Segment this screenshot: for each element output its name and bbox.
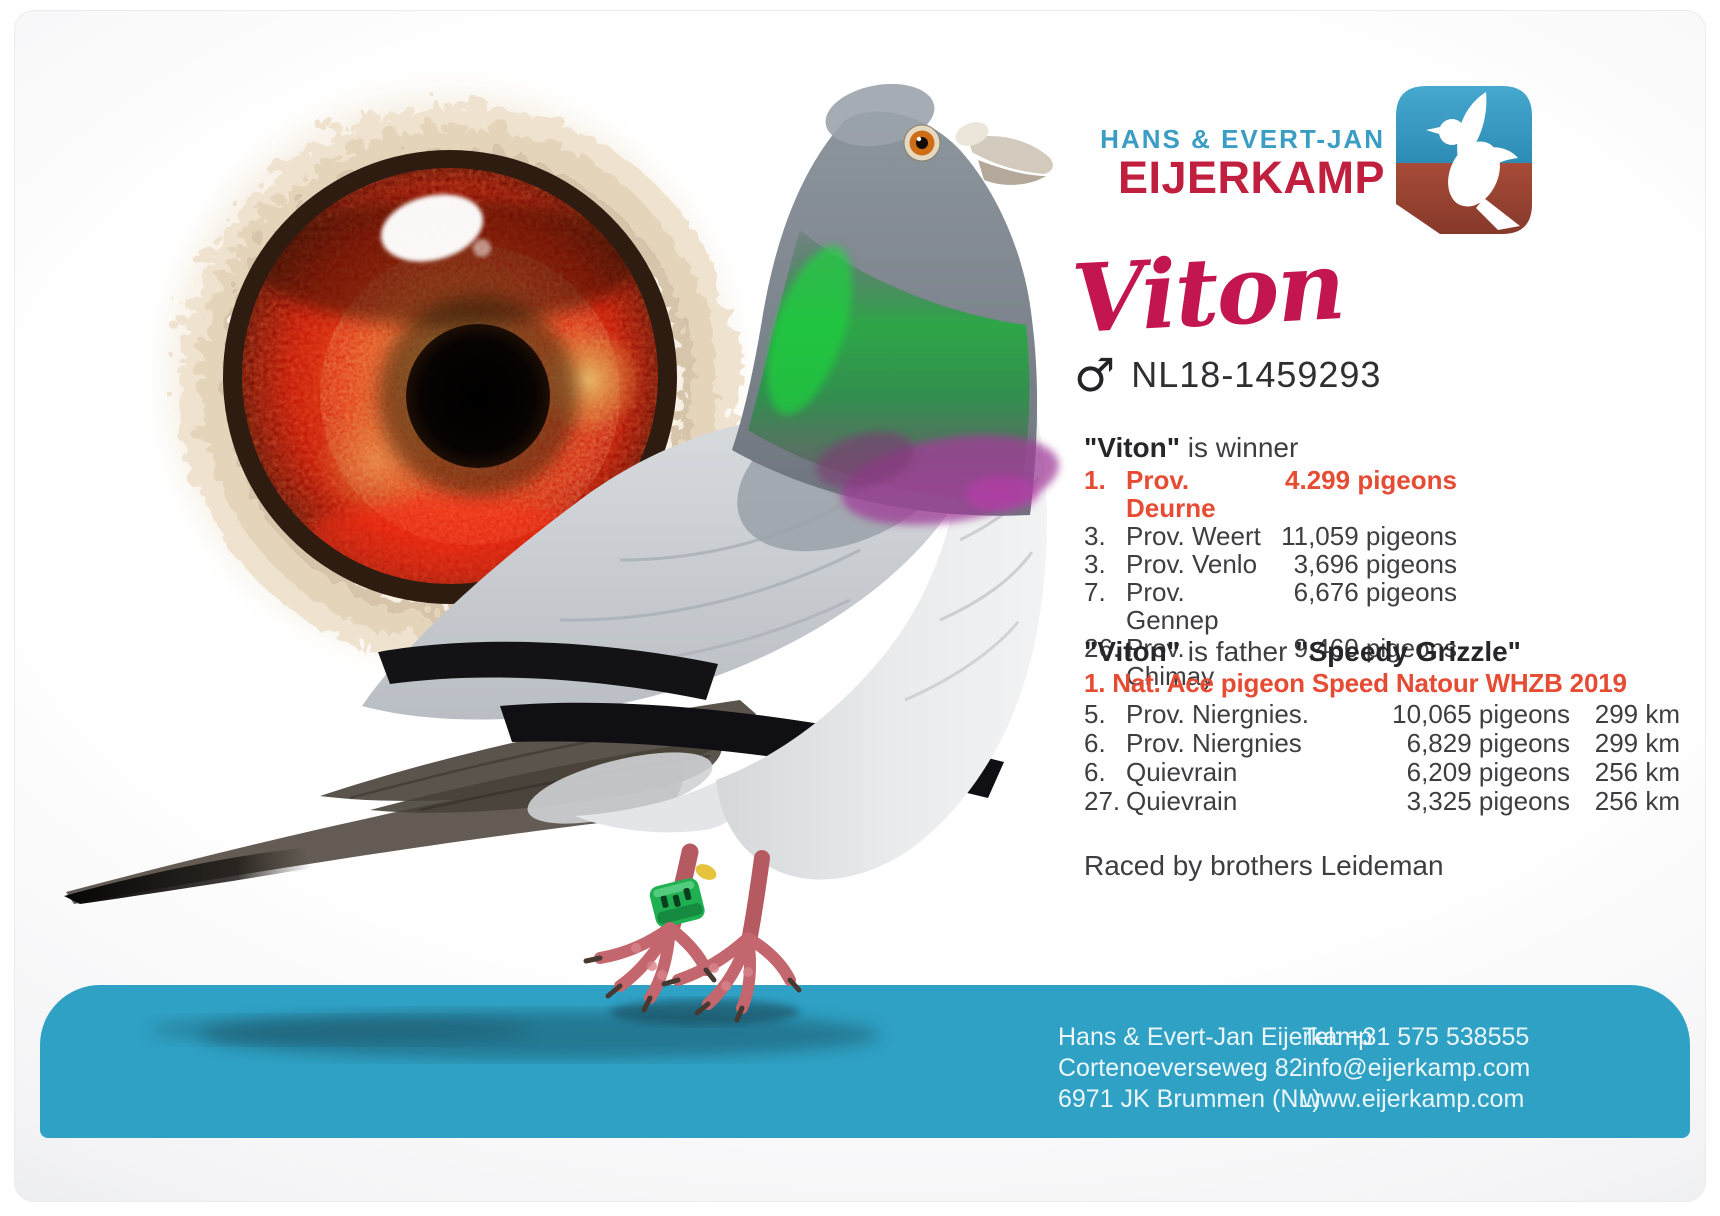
rank-cell: 27. [1084, 786, 1121, 816]
winner-heading-name: "Viton" [1084, 432, 1181, 463]
pigeons-cell: 4.299 pigeons [1285, 465, 1457, 495]
brand-name-line1: HANS & EVERT-JAN [1100, 124, 1385, 154]
raced-by-line: Raced by brothers Leideman [1084, 850, 1444, 881]
footer-email: info@eijerkamp.com [1302, 1054, 1531, 1082]
pigeons-cell: 6,676 pigeons [1293, 577, 1457, 607]
footer-band [40, 985, 1690, 1138]
race-cell: Prov. Deurne [1126, 465, 1216, 523]
footer-address-line: 6971 JK Brummen (NL) [1058, 1085, 1321, 1113]
race-cell: Prov. Chimay [1126, 633, 1215, 691]
rank-cell: 1. [1084, 465, 1106, 495]
distance-cell: 299 km [1594, 699, 1680, 729]
father-heading-name2: "Speedy Grizzle" [1295, 636, 1521, 667]
dove-icon [1426, 92, 1520, 230]
pigeons-cell: 3,696 pigeons [1293, 549, 1457, 579]
table-row: 7. Prov. Gennep 6,676 pigeons [1084, 578, 1457, 634]
brand-name-line2: EIJERKAMP [1117, 152, 1385, 204]
pigeons-cell: 6,829 pigeons [1406, 728, 1570, 758]
race-cell: Prov. Niergnies [1126, 728, 1302, 758]
footer-address-line: Hans & Evert-Jan Eijerkamp [1058, 1023, 1373, 1051]
winner-heading: "Viton" is winner [1084, 432, 1298, 464]
pigeons-cell: 6,209 pigeons [1406, 757, 1570, 787]
distance-cell: 256 km [1594, 757, 1680, 787]
winner-heading-rest: is winner [1180, 432, 1299, 463]
father-results-table: 5. Prov. Niergnies. 10,065 pigeons 299 k… [1084, 700, 1680, 816]
distance-cell: 256 km [1594, 786, 1680, 816]
footer-address-line: Cortenoeverseweg 82 [1058, 1054, 1303, 1082]
table-row: 3. Prov. Venlo 3,696 pigeons [1084, 550, 1457, 578]
pigeon-name-title: Viton [1069, 230, 1347, 356]
male-sex-icon: ♂ [1074, 348, 1116, 402]
footer-contact: Tel: +31 575 538555 info@eijerkamp.com w… [1302, 1022, 1530, 1115]
table-row: 27. Quievrain 3,325 pigeons 256 km [1084, 787, 1680, 816]
rank-cell: 7. [1084, 577, 1106, 607]
table-row: 5. Prov. Niergnies. 10,065 pigeons 299 k… [1084, 700, 1680, 729]
footer-address: Hans & Evert-Jan Eijerkamp Cortenoeverse… [1058, 1022, 1372, 1115]
race-cell: Quievrain [1126, 757, 1238, 787]
father-heading-name: "Viton" [1084, 636, 1181, 667]
table-row: 26. Prov. Chimay 9,460 pigeons [1084, 634, 1457, 690]
footer-phone: Tel: +31 575 538555 [1302, 1023, 1530, 1051]
ring-number: NL18-1459293 [1131, 354, 1382, 395]
table-row: 6. Quievrain 6,209 pigeons 256 km [1084, 758, 1680, 787]
race-cell: Prov. Niergnies. [1126, 699, 1310, 729]
pigeons-cell: 10,065 pigeons [1392, 699, 1570, 729]
rank-cell: 26. [1084, 633, 1121, 663]
brand-logo-mark [1396, 86, 1532, 234]
pigeons-cell: 9,460 pigeons [1293, 633, 1457, 663]
father-subheading: 1. Nat. Ace pigeon Speed Natour WHZB 201… [1084, 668, 1627, 698]
winner-results-table: 1. Prov. Deurne 4.299 pigeons 3. Prov. W… [1084, 466, 1457, 690]
pigeons-cell: 11,059 pigeons [1281, 521, 1457, 551]
brand-logo-text: HANS & EVERT-JAN EIJERKAMP [1025, 124, 1385, 204]
rank-cell: 3. [1084, 521, 1106, 551]
table-row: 6. Prov. Niergnies 6,829 pigeons 299 km [1084, 729, 1680, 758]
table-row: 1. Prov. Deurne 4.299 pigeons [1084, 466, 1457, 522]
footer-website: www.eijerkamp.com [1302, 1085, 1525, 1113]
race-cell: Prov. Gennep [1126, 577, 1219, 635]
table-row: 3. Prov. Weert 11,059 pigeons [1084, 522, 1457, 550]
race-cell: Prov. Venlo [1126, 549, 1258, 579]
ring-row: ♂ NL18-1459293 [1074, 352, 1381, 398]
rank-cell: 3. [1084, 549, 1106, 579]
father-heading-mid: is father [1180, 636, 1296, 667]
rank-cell: 5. [1084, 699, 1106, 729]
pigeons-cell: 3,325 pigeons [1406, 786, 1570, 816]
race-cell: Quievrain [1126, 786, 1238, 816]
rank-cell: 6. [1084, 728, 1106, 758]
race-cell: Prov. Weert [1126, 521, 1261, 551]
rank-cell: 6. [1084, 757, 1106, 787]
father-heading: "Viton" is father "Speedy Grizzle" [1084, 636, 1521, 668]
distance-cell: 299 km [1594, 728, 1680, 758]
